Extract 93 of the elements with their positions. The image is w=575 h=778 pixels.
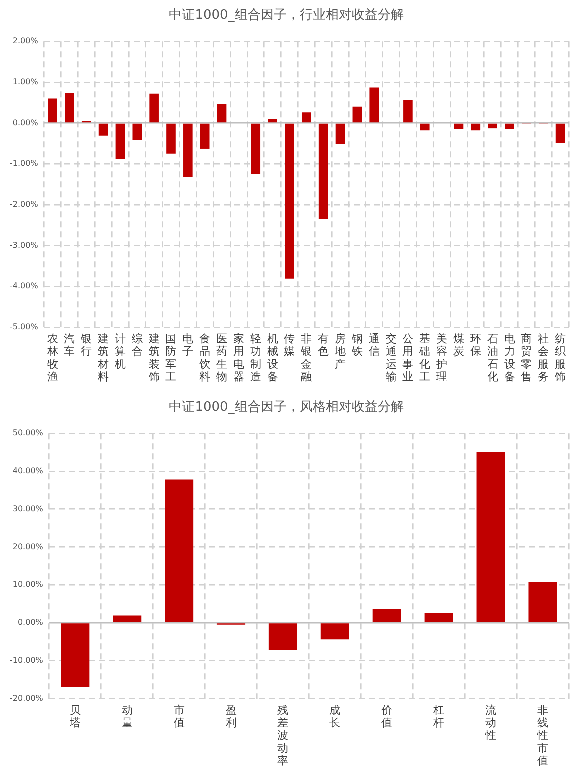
x-tick-label: 成长 <box>330 704 341 730</box>
y-tick-label: -4.00% <box>10 282 39 291</box>
chart-title: 中证1000_组合因子，行业相对收益分解 <box>169 8 404 24</box>
x-tick-label: 基础化工 <box>418 332 431 384</box>
bar <box>268 119 278 123</box>
bar <box>48 98 58 123</box>
chart-title: 中证1000_组合因子，风格相对收益分解 <box>169 400 404 416</box>
bar <box>132 124 142 140</box>
bar <box>285 124 294 279</box>
bar <box>217 104 227 123</box>
bar <box>113 616 142 622</box>
x-tick-label: 医药生物 <box>216 332 228 384</box>
y-tick-label: -2.00% <box>10 200 39 209</box>
x-tick-label: 钢铁 <box>350 332 363 358</box>
x-tick-label: 房地产 <box>334 332 346 371</box>
y-tick-label: 20.00% <box>12 542 44 552</box>
x-tick-label: 建筑材料 <box>97 332 110 384</box>
x-tick-label: 建筑装饰 <box>148 332 160 384</box>
x-tick-label: 家用电器 <box>233 332 244 384</box>
bar <box>488 124 498 129</box>
x-tick-label: 机械设备 <box>267 332 278 384</box>
bar <box>352 106 362 123</box>
y-tick-label: -20.00% <box>10 694 44 703</box>
bar <box>61 624 90 688</box>
x-tick-label: 传媒 <box>284 332 296 358</box>
bar <box>476 452 506 622</box>
y-tick-label: -3.00% <box>10 240 39 250</box>
bar <box>166 124 176 154</box>
x-tick-label: 国防军工 <box>166 332 177 384</box>
y-tick-label: 40.00% <box>12 466 44 476</box>
bar <box>268 624 298 650</box>
x-tick-label: 电子 <box>182 332 194 358</box>
y-tick-label: -10.00% <box>10 656 44 665</box>
y-tick-label: 0.00% <box>18 618 44 628</box>
x-tick-label: 纺织服饰 <box>554 332 566 384</box>
x-tick-label: 公用事业 <box>402 332 414 384</box>
y-tick-label: -5.00% <box>10 322 39 332</box>
bar <box>150 94 159 123</box>
bar <box>116 124 126 160</box>
bar <box>98 124 108 136</box>
x-tick-label: 煤炭 <box>453 332 464 358</box>
bar <box>370 88 380 123</box>
bar <box>320 624 350 640</box>
y-tick-label: 2.00% <box>12 36 39 46</box>
x-tick-label: 农林牧渔 <box>46 332 58 384</box>
bar <box>420 124 430 131</box>
x-tick-label: 流动性 <box>484 704 497 742</box>
y-tick-label: 0.00% <box>12 118 39 128</box>
x-tick-label: 石油石化 <box>487 332 498 384</box>
bar <box>471 124 481 131</box>
x-tick-label: 动量 <box>122 704 133 730</box>
y-tick-label: 1.00% <box>12 78 39 87</box>
x-tick-label: 价值 <box>380 704 393 730</box>
bar <box>302 112 312 123</box>
bar <box>336 124 346 144</box>
bar <box>251 124 261 174</box>
bar <box>200 124 210 149</box>
y-tick-label: 10.00% <box>12 580 44 590</box>
bar <box>165 480 194 622</box>
y-tick-label: 30.00% <box>12 504 44 514</box>
x-tick-label: 商贸零售 <box>521 332 532 384</box>
x-tick-label: 杠杆 <box>432 704 445 730</box>
bar <box>184 124 193 178</box>
x-tick-label: 计算机 <box>114 332 126 371</box>
bar <box>505 124 514 130</box>
x-tick-label: 市值 <box>174 704 185 730</box>
bar <box>318 124 328 220</box>
x-tick-label: 非银金融 <box>300 332 312 384</box>
x-tick-label: 贝塔 <box>68 704 81 730</box>
x-tick-label: 综合 <box>132 332 143 358</box>
x-tick-label: 轻功制造 <box>250 332 262 384</box>
y-tick-label: -1.00% <box>10 159 39 168</box>
x-tick-label: 盈利 <box>226 704 237 730</box>
x-tick-label: 残差波动率 <box>278 704 289 768</box>
x-tick-label: 交通运输 <box>386 332 397 384</box>
x-tick-label: 汽车 <box>64 332 76 358</box>
bar <box>404 100 413 123</box>
bar <box>65 93 74 123</box>
x-tick-label: 食品饮料 <box>198 332 211 384</box>
x-tick-label: 美容护理 <box>436 332 448 384</box>
x-tick-label: 环保 <box>470 332 482 358</box>
bar <box>424 613 454 622</box>
bar <box>454 124 464 130</box>
bar <box>556 124 566 144</box>
y-tick-label: 50.00% <box>12 428 44 438</box>
x-tick-label: 非线性市值 <box>536 704 549 768</box>
x-tick-label: 银行 <box>80 332 92 358</box>
x-tick-label: 社会服务 <box>538 332 550 384</box>
bar <box>528 582 558 622</box>
x-tick-label: 通信 <box>368 332 380 358</box>
x-tick-label: 有色 <box>318 332 330 358</box>
x-tick-label: 电力设备 <box>504 332 516 384</box>
bar <box>372 609 402 622</box>
